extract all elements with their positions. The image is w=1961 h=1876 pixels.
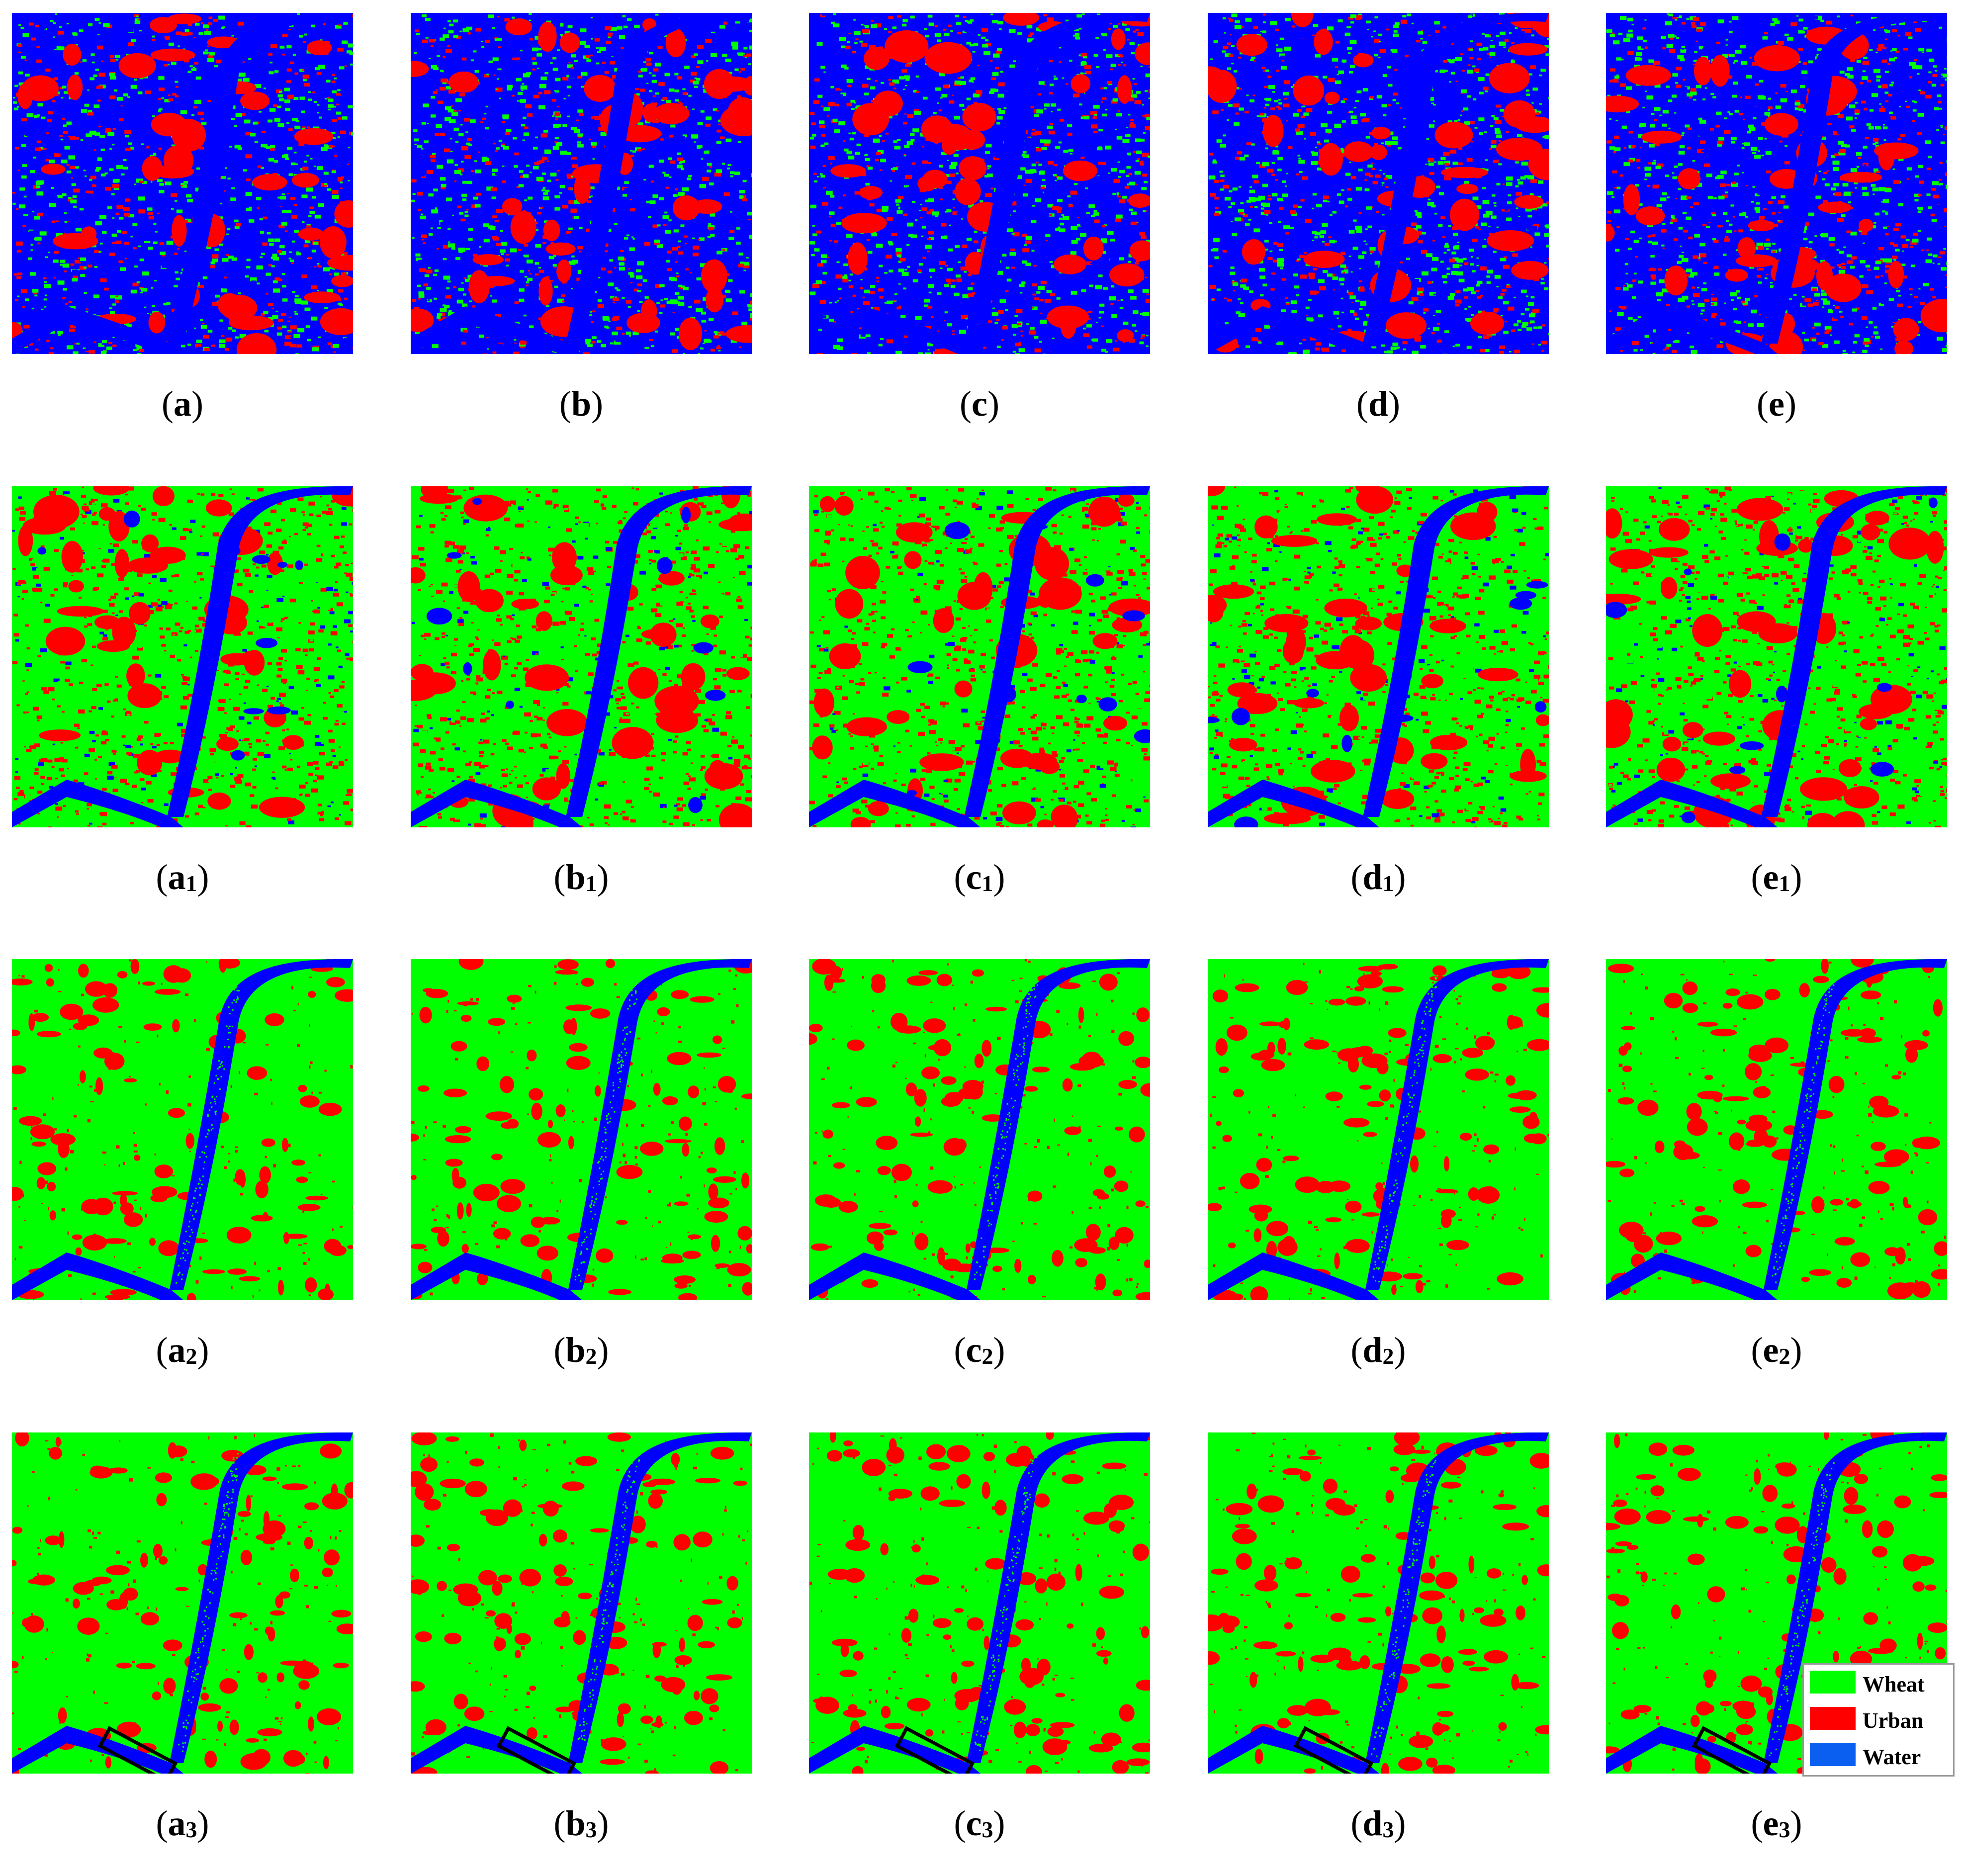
panel-caption-c1: (c1) <box>954 857 1005 897</box>
panel-caption-a2: (a2) <box>156 1330 209 1370</box>
classification-map-b3 <box>411 1432 752 1774</box>
panel-caption-b1: (b1) <box>553 857 609 897</box>
legend-label-wheat: Wheat <box>1863 1672 1925 1697</box>
classification-map-e1 <box>1606 486 1947 827</box>
classification-map-e2 <box>1606 959 1947 1300</box>
legend-label-water: Water <box>1863 1745 1921 1769</box>
panel-caption-d: (d) <box>1356 384 1400 424</box>
classification-map-c <box>809 13 1150 354</box>
legend-item-water: Water <box>1808 1740 1952 1769</box>
highlight-box <box>496 1726 577 1774</box>
highlight-box <box>1293 1726 1374 1774</box>
panel-caption-a: (a) <box>162 384 203 424</box>
classification-map-d1 <box>1208 486 1549 827</box>
class-legend: Wheat Urban Water <box>1802 1663 1955 1777</box>
panel-caption-a1: (a1) <box>156 857 209 897</box>
panel-caption-b3: (b3) <box>553 1803 609 1843</box>
classification-map-a1 <box>12 486 353 827</box>
classification-map-c3 <box>809 1432 1150 1774</box>
panel-caption-e: (e) <box>1757 384 1796 424</box>
classification-map-d3 <box>1208 1432 1549 1774</box>
classification-map-a3 <box>12 1432 353 1774</box>
panel-caption-d2: (d2) <box>1350 1330 1406 1370</box>
classification-map-c2 <box>809 959 1150 1300</box>
legend-item-wheat: Wheat <box>1808 1668 1952 1697</box>
legend-swatch-water <box>1810 1743 1856 1766</box>
classification-map-a2 <box>12 959 353 1300</box>
legend-label-urban: Urban <box>1863 1708 1924 1733</box>
panel-caption-e1: (e1) <box>1751 857 1802 897</box>
highlight-box <box>97 1726 178 1774</box>
legend-swatch-urban <box>1810 1707 1856 1730</box>
panel-caption-a3: (a3) <box>156 1803 209 1843</box>
panel-caption-e2: (e2) <box>1751 1330 1802 1370</box>
panel-caption-e3: (e3) <box>1751 1803 1802 1843</box>
classification-map-d <box>1208 13 1549 354</box>
classification-map-e3 <box>1606 1432 1947 1774</box>
panel-caption-b2: (b2) <box>553 1330 609 1370</box>
legend-swatch-wheat <box>1810 1671 1856 1694</box>
legend-item-urban: Urban <box>1808 1704 1952 1733</box>
panel-caption-c2: (c2) <box>954 1330 1005 1370</box>
highlight-box <box>894 1726 975 1774</box>
panel-caption-d1: (d1) <box>1350 857 1406 897</box>
classification-map-b2 <box>411 959 752 1300</box>
panel-caption-c: (c) <box>960 384 999 424</box>
classification-map-e <box>1606 13 1947 354</box>
classification-map-a <box>12 13 353 354</box>
classification-map-b1 <box>411 486 752 827</box>
highlight-box <box>1692 1726 1772 1774</box>
classification-map-c1 <box>809 486 1150 827</box>
classification-map-d2 <box>1208 959 1549 1300</box>
classification-map-b <box>411 13 752 354</box>
panel-caption-d3: (d3) <box>1350 1803 1406 1843</box>
panel-caption-c3: (c3) <box>954 1803 1005 1843</box>
panel-caption-b: (b) <box>559 384 603 424</box>
